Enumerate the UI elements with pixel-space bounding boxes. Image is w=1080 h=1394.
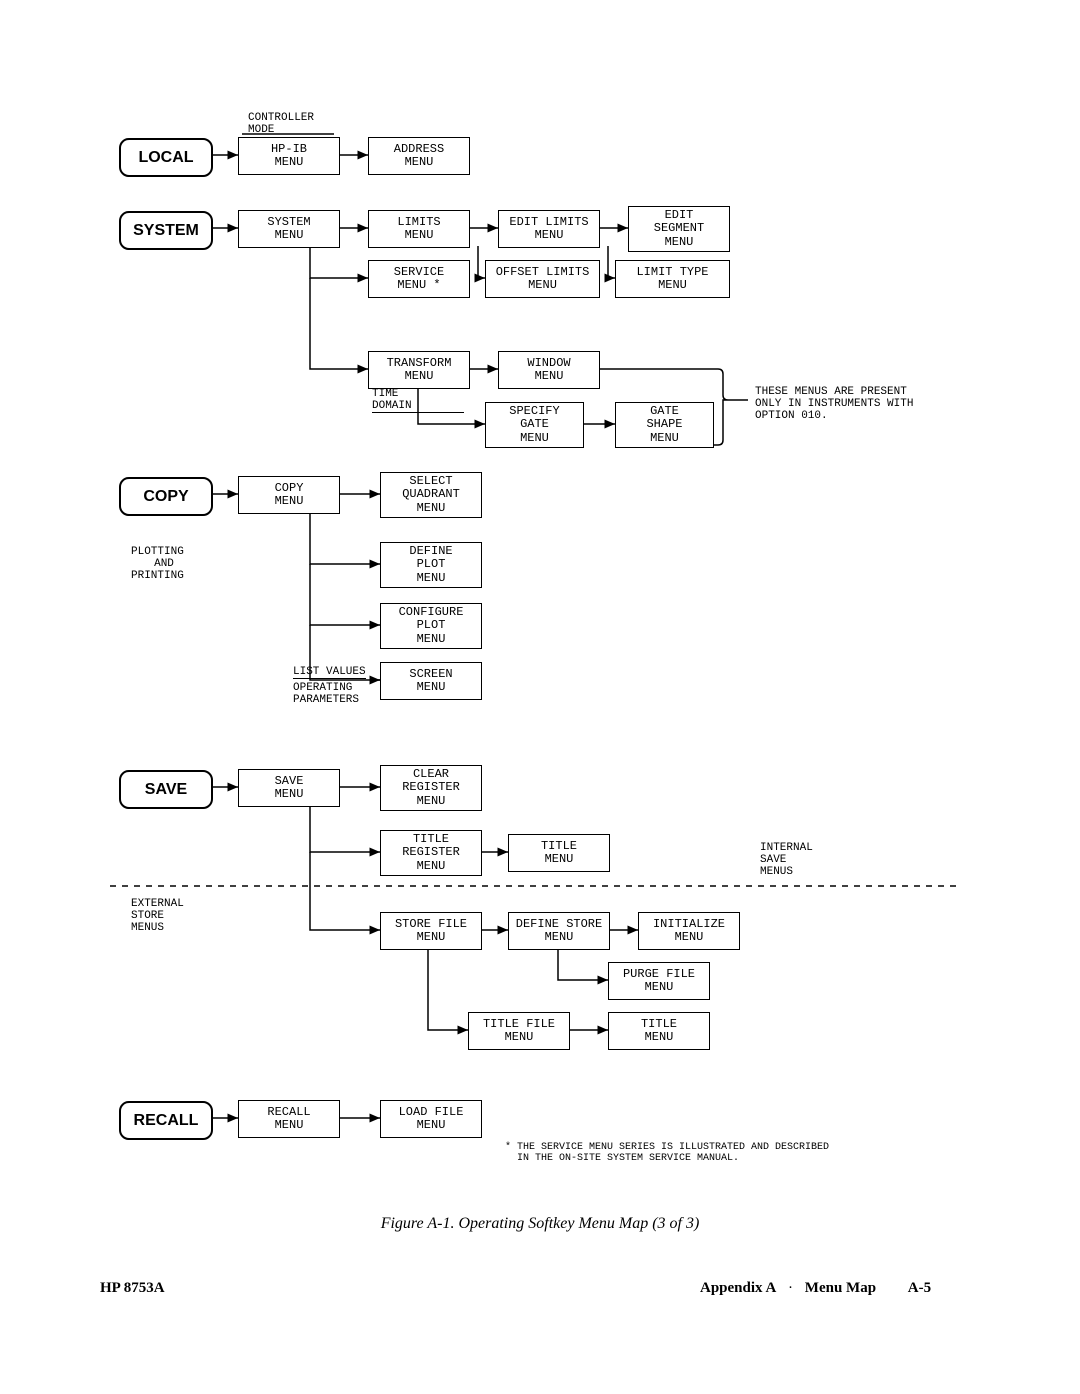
root-local: LOCAL [119, 138, 213, 177]
node-recall-menu: RECALL MENU [238, 1100, 340, 1138]
node-edit-segment-menu: EDIT SEGMENT MENU [628, 206, 730, 252]
root-save: SAVE [119, 770, 213, 809]
node-define-store-menu: DEFINE STORE MENU [508, 912, 610, 950]
node-specify-gate-menu: SPECIFY GATE MENU [485, 402, 584, 448]
node-select-quadrant-menu: SELECT QUADRANT MENU [380, 472, 482, 518]
node-service-menu: SERVICE MENU * [368, 260, 470, 298]
root-system: SYSTEM [119, 211, 213, 250]
node-screen-menu: SCREEN MENU [380, 662, 482, 700]
node-title-menu-1: TITLE MENU [508, 834, 610, 872]
footer-appendix: Appendix A · Menu Map A-5 [700, 1280, 931, 1297]
node-configure-plot-menu: CONFIGURE PLOT MENU [380, 603, 482, 649]
label-list-values: LIST VALUES [293, 666, 366, 679]
label-option-010: THESE MENUS ARE PRESENT ONLY IN INSTRUME… [755, 386, 913, 422]
footer-dot: · [780, 1280, 801, 1296]
node-hpib-menu: HP-IB MENU [238, 137, 340, 175]
node-gate-shape-menu: GATE SHAPE MENU [615, 402, 714, 448]
node-title-file-menu: TITLE FILE MENU [468, 1012, 570, 1050]
label-plotting: PLOTTING AND PRINTING [131, 546, 184, 582]
node-limits-menu: LIMITS MENU [368, 210, 470, 248]
label-external-store: EXTERNAL STORE MENUS [131, 898, 184, 934]
page: LOCAL SYSTEM COPY SAVE RECALL CONTROLLER… [0, 0, 1080, 1394]
node-initialize-menu: INITIALIZE MENU [638, 912, 740, 950]
footer-model: HP 8753A [100, 1280, 165, 1297]
root-recall: RECALL [119, 1101, 213, 1140]
node-purge-file-menu: PURGE FILE MENU [608, 962, 710, 1000]
node-system-menu: SYSTEM MENU [238, 210, 340, 248]
node-offset-limits-menu: OFFSET LIMITS MENU [485, 260, 600, 298]
node-title-register-menu: TITLE REGISTER MENU [380, 830, 482, 876]
label-controller-mode: CONTROLLER MODE [248, 112, 314, 136]
node-transform-menu: TRANSFORM MENU [368, 351, 470, 389]
label-time-domain: TIME DOMAIN [372, 388, 464, 413]
label-internal-save: INTERNAL SAVE MENUS [760, 842, 813, 878]
node-edit-limits-menu: EDIT LIMITS MENU [498, 210, 600, 248]
footer-page-num: A-5 [880, 1280, 931, 1296]
node-copy-menu: COPY MENU [238, 476, 340, 514]
node-save-menu: SAVE MENU [238, 769, 340, 807]
figure-caption: Figure A-1. Operating Softkey Menu Map (… [0, 1215, 1080, 1233]
footer-appendix-a: Appendix A [700, 1280, 776, 1296]
footer-menu-map: Menu Map [805, 1280, 876, 1296]
node-define-plot-menu: DEFINE PLOT MENU [380, 542, 482, 588]
node-clear-register-menu: CLEAR REGISTER MENU [380, 765, 482, 811]
node-title-menu-2: TITLE MENU [608, 1012, 710, 1050]
root-copy: COPY [119, 477, 213, 516]
label-footnote: * THE SERVICE MENU SERIES IS ILLUSTRATED… [505, 1142, 829, 1164]
node-limit-type-menu: LIMIT TYPE MENU [615, 260, 730, 298]
node-window-menu: WINDOW MENU [498, 351, 600, 389]
node-load-file-menu: LOAD FILE MENU [380, 1100, 482, 1138]
node-store-file-menu: STORE FILE MENU [380, 912, 482, 950]
label-operating-parameters: OPERATING PARAMETERS [293, 682, 359, 706]
node-address-menu: ADDRESS MENU [368, 137, 470, 175]
